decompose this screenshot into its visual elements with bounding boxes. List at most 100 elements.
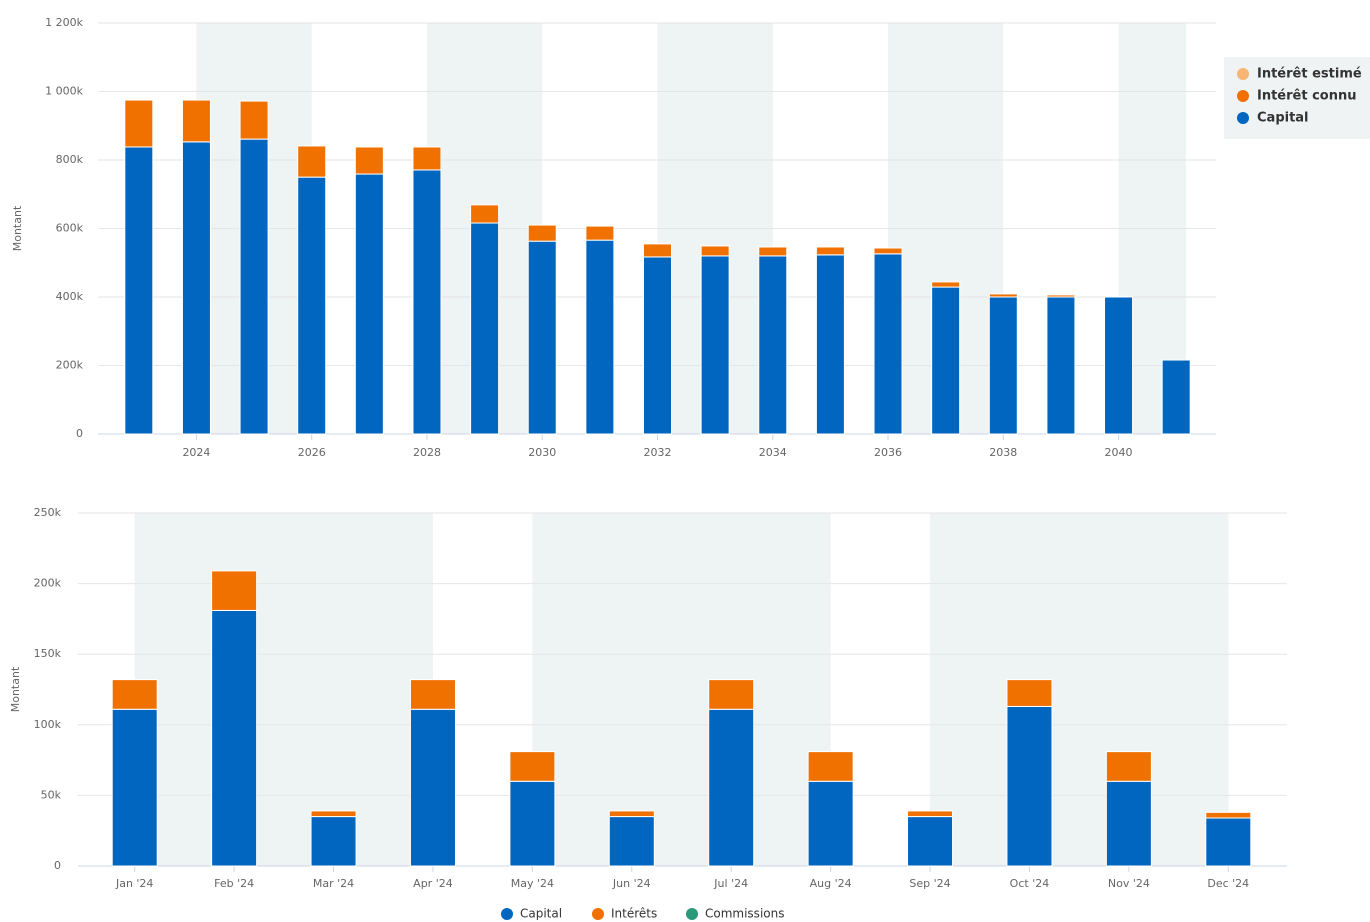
- x-tick-label: Dec '24: [1207, 877, 1249, 890]
- bar-segment: [988, 296, 1018, 435]
- legend-label: Commissions: [705, 907, 784, 921]
- bar-segment: [239, 138, 269, 435]
- x-tick-label: 2024: [182, 446, 210, 459]
- x-tick-label: 2034: [759, 446, 787, 459]
- x-tick-label: 2030: [528, 446, 556, 459]
- bar-segment: [700, 245, 730, 257]
- bar-segment: [1205, 817, 1252, 867]
- x-tick-label: Oct '24: [1010, 877, 1050, 890]
- bar-segment: [527, 224, 557, 242]
- legend-marker: [686, 908, 698, 920]
- bar-segment: [211, 609, 258, 867]
- y-tick-label: 600k: [56, 222, 84, 235]
- bar-segment: [1105, 751, 1152, 782]
- bar-segment: [585, 239, 615, 435]
- y-tick-label: 250k: [34, 506, 62, 519]
- bar-segment: [931, 286, 961, 435]
- bar-segment: [700, 255, 730, 435]
- x-tick-label: Nov '24: [1108, 877, 1150, 890]
- bar-segment: [124, 99, 154, 148]
- bar-segment: [310, 810, 357, 818]
- bar-segment: [412, 146, 442, 171]
- y-tick-label: 400k: [56, 290, 84, 303]
- y-tick-label: 0: [54, 859, 61, 872]
- bar-segment: [758, 246, 788, 257]
- bar-segment: [873, 247, 903, 255]
- bar-segment: [1006, 679, 1053, 707]
- bar-segment: [181, 141, 211, 435]
- bar-segment: [643, 256, 672, 435]
- x-tick-label: 2026: [298, 446, 326, 459]
- bar-segment: [310, 816, 357, 867]
- legend-label: Intérêt estimé: [1257, 67, 1362, 82]
- y-tick-label: 800k: [56, 153, 84, 166]
- bar-segment: [807, 751, 854, 782]
- x-tick-label: 2028: [413, 446, 441, 459]
- x-tick-label: Apr '24: [413, 877, 453, 890]
- bar-segment: [111, 708, 158, 867]
- x-tick-label: 2036: [874, 446, 902, 459]
- bar-segment: [1105, 780, 1152, 867]
- bar-segment: [354, 173, 384, 435]
- y-tick-label: 0: [76, 427, 83, 440]
- legend-marker: [1237, 90, 1249, 102]
- bar-segment: [608, 816, 655, 867]
- x-tick-label: Aug '24: [810, 877, 852, 890]
- bar-segment: [708, 708, 755, 867]
- bar-segment: [815, 254, 845, 435]
- bar-segment: [608, 810, 655, 818]
- bar-segment: [1104, 295, 1134, 298]
- x-tick-label: Feb '24: [214, 877, 254, 890]
- bar-segment: [111, 679, 158, 710]
- y-tick-label: 1 200k: [45, 16, 83, 29]
- x-tick-label: 2032: [644, 446, 672, 459]
- x-tick-label: 2040: [1105, 446, 1133, 459]
- bar-segment: [931, 281, 961, 288]
- bar-segment: [708, 679, 755, 710]
- y-tick-label: 50k: [41, 788, 62, 801]
- bar-segment: [1104, 296, 1134, 435]
- bar-segment: [758, 255, 788, 435]
- x-tick-label: Jul '24: [713, 877, 748, 890]
- x-tick-label: Jan '24: [115, 877, 153, 890]
- bar-segment: [409, 708, 456, 867]
- bar-segment: [297, 145, 327, 178]
- legend-marker: [1237, 68, 1249, 80]
- bar-segment: [807, 780, 854, 867]
- bar-segment: [907, 810, 954, 818]
- legend-label: Intérêt connu: [1257, 89, 1357, 104]
- legend-label: Capital: [520, 907, 562, 921]
- legend-marker: [501, 908, 513, 920]
- bar-segment: [873, 253, 903, 435]
- bar-segment: [509, 780, 556, 867]
- bar-segment: [509, 751, 556, 782]
- x-tick-label: Sep '24: [909, 877, 950, 890]
- y-axis-title: Montant: [9, 666, 22, 712]
- bar-segment: [181, 99, 211, 143]
- bar-segment: [1161, 359, 1191, 435]
- y-tick-label: 200k: [56, 359, 84, 372]
- x-tick-label: 2038: [989, 446, 1017, 459]
- x-tick-label: Jun '24: [612, 877, 651, 890]
- bar-segment: [354, 146, 384, 175]
- bar-segment: [527, 240, 557, 435]
- y-axis-title: Montant: [11, 205, 24, 251]
- bar-segment: [907, 816, 954, 867]
- legend-marker: [592, 908, 604, 920]
- legend-label: Capital: [1257, 111, 1309, 126]
- x-tick-label: May '24: [511, 877, 554, 890]
- bar-segment: [297, 176, 327, 435]
- bar-segment: [988, 293, 1018, 298]
- bar-segment: [585, 225, 615, 241]
- bar-segment: [643, 243, 672, 258]
- bar-segment: [412, 169, 442, 435]
- bar-segment: [1046, 294, 1076, 298]
- legend-label: Intérêts: [611, 907, 657, 921]
- bar-segment: [1006, 705, 1053, 867]
- y-tick-label: 200k: [34, 577, 62, 590]
- bar-segment: [470, 204, 500, 224]
- bar-segment: [1205, 811, 1252, 819]
- bar-segment: [409, 679, 456, 710]
